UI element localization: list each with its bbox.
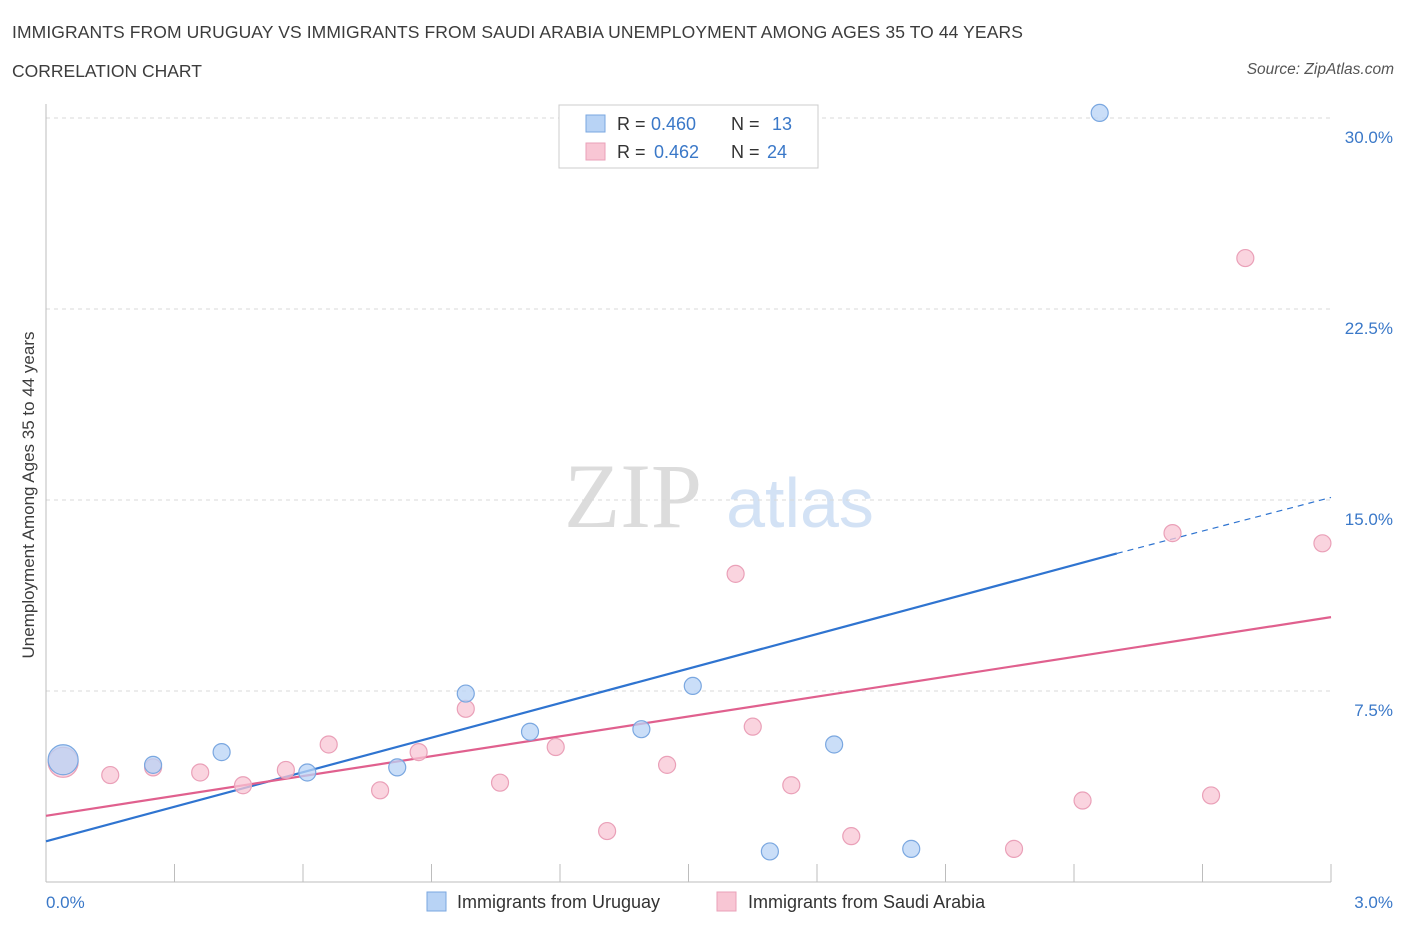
series-legend: Immigrants from Uruguay Immigrants from … [426, 891, 986, 912]
y-tick-label: 7.5% [1354, 701, 1393, 720]
point-saudi [726, 564, 745, 583]
point-saudi [1163, 524, 1182, 543]
point-saudi [276, 760, 295, 780]
point-uruguay [825, 735, 844, 754]
y-tick-label: 30.0% [1345, 128, 1393, 147]
legend-r-value-saudi: 0.462 [654, 142, 699, 162]
point-saudi [371, 781, 390, 800]
trend-layer [45, 496, 1332, 843]
points-layer [47, 103, 1332, 861]
point-uruguay [388, 758, 407, 777]
y-axis-title: Unemployment Among Ages 35 to 44 years [19, 332, 38, 659]
legend-n-value-uruguay: 13 [772, 114, 792, 134]
point-uruguay [683, 676, 702, 696]
chart-subtitle: CORRELATION CHART [12, 61, 202, 81]
legend-swatch-saudi [585, 142, 606, 161]
x-tick-label-min: 0.0% [46, 893, 85, 912]
point-uruguay [632, 720, 651, 739]
point-saudi [233, 776, 253, 795]
trend-line-uruguay [45, 552, 1118, 843]
point-saudi [319, 735, 338, 754]
point-saudi [782, 776, 801, 795]
legend-r-label-saudi: R = [617, 142, 651, 162]
axis-layer: 7.5% 15.0% 22.5% 30.0% [45, 104, 1393, 883]
legend-r-label-uruguay: R = [617, 114, 651, 134]
stats-legend: R = 0.460 N = 13 R = 0.462 N = 24 [558, 104, 819, 169]
point-saudi [743, 717, 762, 736]
point-saudi [1004, 839, 1024, 858]
point-saudi [598, 821, 617, 841]
point-saudi [1236, 248, 1255, 268]
point-saudi [101, 765, 120, 785]
legend-bottom-swatch-uruguay [426, 891, 447, 912]
legend-bottom-swatch-saudi [716, 891, 737, 912]
grid-layer [46, 117, 1331, 692]
legend-n-label-saudi: N = [731, 142, 765, 162]
point-uruguay [760, 842, 779, 861]
point-uruguay [143, 755, 163, 774]
point-uruguay [520, 722, 540, 741]
source-label: Source: ZipAtlas.com [1246, 61, 1394, 78]
chart-title: IMMIGRANTS FROM URUGUAY VS IMMIGRANTS FR… [12, 22, 1023, 42]
point-uruguay [902, 839, 921, 858]
point-saudi [191, 763, 210, 782]
point-uruguay [47, 744, 79, 776]
point-saudi [842, 827, 861, 846]
legend-n-label-uruguay: N = [731, 114, 765, 134]
legend-bottom-label-uruguay: Immigrants from Uruguay [457, 892, 660, 912]
y-tick-label: 22.5% [1345, 319, 1393, 338]
point-saudi [1073, 791, 1092, 810]
point-saudi [490, 773, 510, 792]
point-saudi [1201, 786, 1221, 805]
point-uruguay [1090, 103, 1109, 123]
point-saudi [456, 699, 475, 718]
point-saudi [409, 743, 428, 762]
watermark-atlas: atlas [726, 464, 874, 542]
legend-r-value-uruguay: 0.460 [651, 114, 696, 134]
x-tick-label-max: 3.0% [1354, 893, 1393, 912]
watermark-zip: ZIP [564, 445, 702, 547]
point-saudi [546, 737, 565, 757]
legend-bottom-label-saudi: Immigrants from Saudi Arabia [748, 892, 986, 912]
trend-line-uruguay-extension [1116, 496, 1332, 555]
legend-swatch-uruguay [585, 114, 606, 133]
legend-n-value-saudi: 24 [767, 142, 787, 162]
y-tick-label: 15.0% [1345, 510, 1393, 529]
point-uruguay [212, 743, 231, 762]
point-saudi [1313, 534, 1332, 553]
point-saudi [657, 755, 677, 774]
point-uruguay [298, 763, 317, 782]
trend-line-saudi [45, 616, 1332, 817]
point-uruguay [456, 684, 475, 703]
